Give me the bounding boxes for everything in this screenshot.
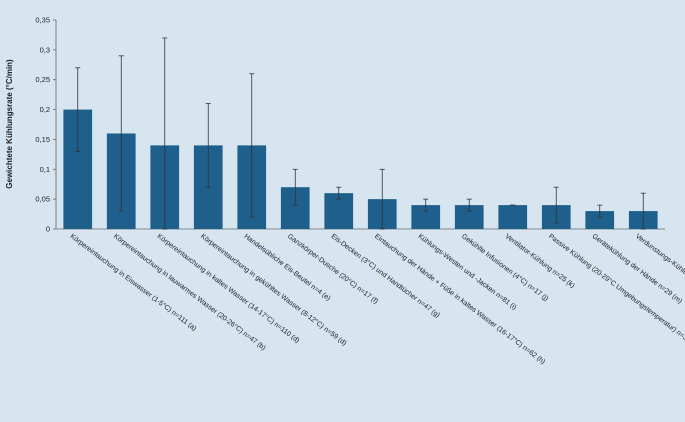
y-tick-label: 0,05 (35, 195, 50, 204)
category-label: Ventilator-Kühlung n=25 (k) (504, 233, 576, 290)
category-label: Körpereintauchung in kaltes Wasser (14-1… (156, 232, 301, 344)
category-label: Eintauchung der Hände + Füße in kaltes W… (373, 232, 547, 366)
bar (411, 205, 441, 229)
y-tick-label: 0,3 (40, 45, 50, 54)
y-tick-label: 0,25 (35, 75, 50, 84)
bar (585, 211, 615, 229)
bar (498, 205, 528, 229)
y-tick-label: 0,1 (40, 165, 50, 174)
category-label: Gerätekühlung der Hände n=29 (m) (591, 233, 684, 305)
category-label: Körpereintauchung in gekühltes Wasser (8… (199, 232, 348, 347)
y-tick-label: 0,35 (35, 16, 50, 25)
category-label: Handelsübliche Eis-Beutel n=4 (e) (243, 233, 332, 302)
bar (454, 205, 484, 229)
category-label: Ganzkörper-Dusche (20°C) n=17 (f) (286, 232, 380, 305)
y-tick-label: 0,15 (35, 135, 50, 144)
y-tick-label: 0,2 (40, 105, 50, 114)
category-label: Gekühlte Infusionen (4°C) n=17 (j) (460, 232, 550, 302)
y-axis-label: Gewichtete Kühlungsrate (°C/min) (5, 59, 14, 189)
y-tick-label: 0 (46, 225, 50, 234)
category-label: Körpereintauchung in lauwarmes Wasser (2… (112, 232, 267, 352)
